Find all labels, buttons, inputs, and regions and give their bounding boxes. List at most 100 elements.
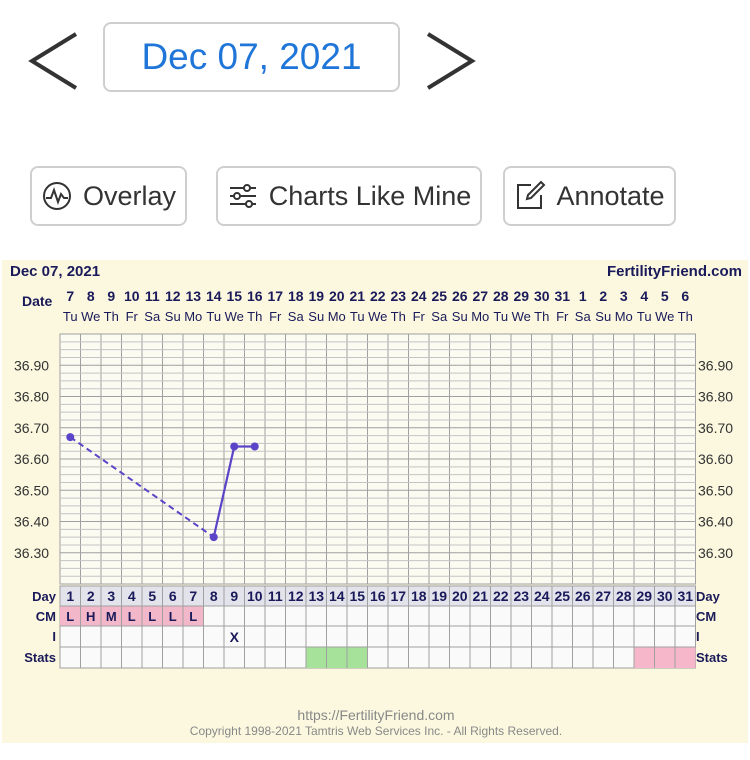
cycle-day-label: 5 [148,588,156,604]
weekday-tick-label: Mo [471,309,489,324]
cycle-day-label: 29 [636,588,652,604]
y-tick-label-right: 36.80 [698,389,733,405]
cycle-day-label: 11 [268,588,283,604]
date-tick-label: 11 [145,288,160,304]
date-tick-label: 24 [411,288,427,304]
cycle-day-label: 14 [329,588,345,604]
y-tick-label-right: 36.50 [698,482,733,498]
weekday-tick-label: Su [308,309,324,324]
date-tick-label: 7 [66,288,74,304]
weekday-tick-label: Sa [575,309,592,324]
y-tick-label-left: 36.60 [14,451,49,467]
chart-brand: FertilityFriend.com [607,263,742,280]
y-tick-label-left: 36.90 [14,357,49,373]
cm-cell [60,606,81,626]
weekday-tick-label: Tu [493,309,508,324]
date-tick-label: 18 [288,288,304,304]
cycle-day-label: 1 [66,588,74,604]
date-tick-label: 12 [165,288,181,304]
annotate-button[interactable]: Annotate [503,166,676,226]
weekday-tick-label: Sa [144,309,161,324]
previous-date-button[interactable] [26,30,82,92]
date-tick-label: 21 [349,288,365,304]
weekday-tick-label: Sa [288,309,305,324]
cycle-day-label: 30 [657,588,673,604]
weekday-tick-label: Fr [269,309,282,324]
date-tick-label: 3 [620,288,628,304]
y-tick-label-left: 36.50 [14,482,49,498]
row-label-left: Day [32,589,57,604]
cycle-day-label: 4 [128,588,136,604]
weekday-tick-label: Fr [556,309,569,324]
weekday-tick-label: Th [247,309,262,324]
cycle-day-label: 22 [493,588,509,604]
fertile-cell [306,647,327,668]
date-tick-label: 27 [472,288,488,304]
date-tick-label: 9 [107,288,115,304]
weekday-tick-label: Tu [350,309,365,324]
charts-like-mine-button[interactable]: Charts Like Mine [216,166,482,226]
footer-copyright: Copyright 1998-2021 Tamtris Web Services… [190,724,562,738]
weekday-tick-label: We [512,309,531,324]
weekday-tick-label: Th [534,309,549,324]
weekday-tick-label: Su [595,309,611,324]
weekday-tick-label: We [655,309,674,324]
cm-cell [101,606,122,626]
cm-value: L [189,609,197,624]
temp-point [66,433,75,442]
overlay-button[interactable]: Overlay [30,166,187,226]
next-date-button[interactable] [422,30,478,92]
y-tick-label-right: 36.30 [698,545,733,561]
row-label-right: CM [696,609,716,624]
cm-cell [183,606,204,626]
y-tick-label-right: 36.60 [698,451,733,467]
cycle-day-label: 8 [210,588,218,604]
weekday-tick-label: Mo [615,309,633,324]
temp-point [250,442,259,451]
weekday-tick-label: Tu [63,309,78,324]
date-tick-label: 30 [534,288,550,304]
weekday-tick-label: Fr [126,309,139,324]
y-tick-label-right: 36.70 [698,420,733,436]
date-display[interactable]: Dec 07, 2021 [103,22,400,92]
date-tick-label: 25 [431,288,447,304]
cycle-day-label: 15 [349,588,365,604]
cm-value: L [169,609,177,624]
y-tick-label-right: 36.40 [698,514,733,530]
cm-value: L [66,609,74,624]
date-tick-label: 23 [390,288,406,304]
cycle-day-label: 10 [247,588,263,604]
weekday-tick-label: Sa [431,309,448,324]
row-stats [59,646,696,669]
row-label-left: I [52,629,56,644]
cycle-day-label: 17 [390,588,406,604]
stats-pink-cell [675,647,696,668]
cycle-day-label: 20 [452,588,468,604]
date-tick-label: 1 [579,288,587,304]
temp-line-dashed [69,436,215,538]
cycle-day-label: 2 [87,588,95,604]
row-label-right: Day [696,589,721,604]
y-tick-label-left: 36.30 [14,545,49,561]
date-tick-label: 17 [267,288,283,304]
edit-icon [514,180,546,212]
weekday-tick-label: Fr [413,309,426,324]
cycle-day-label: 21 [472,588,488,604]
date-tick-label: 2 [599,288,607,304]
row-label-right: Stats [696,650,728,665]
cm-cell [121,606,142,626]
charts-like-mine-label: Charts Like Mine [268,180,472,211]
weekday-tick-label: Tu [206,309,221,324]
y-tick-label-right: 36.90 [698,357,733,373]
weekday-tick-label: Th [391,309,406,324]
temp-point [230,442,239,451]
weekday-tick-label: We [368,309,387,324]
cm-cell [80,606,101,626]
date-tick-label: 6 [681,288,689,304]
weekday-tick-label: Mo [328,309,346,324]
date-row-label: Date [22,293,53,309]
date-tick-label: 14 [206,288,222,304]
fertility-chart: Dec 07, 2021 FertilityFriend.com Date 7 Tu 8 W… [2,260,748,743]
cm-value: L [128,609,136,624]
date-tick-label: 19 [308,288,324,304]
